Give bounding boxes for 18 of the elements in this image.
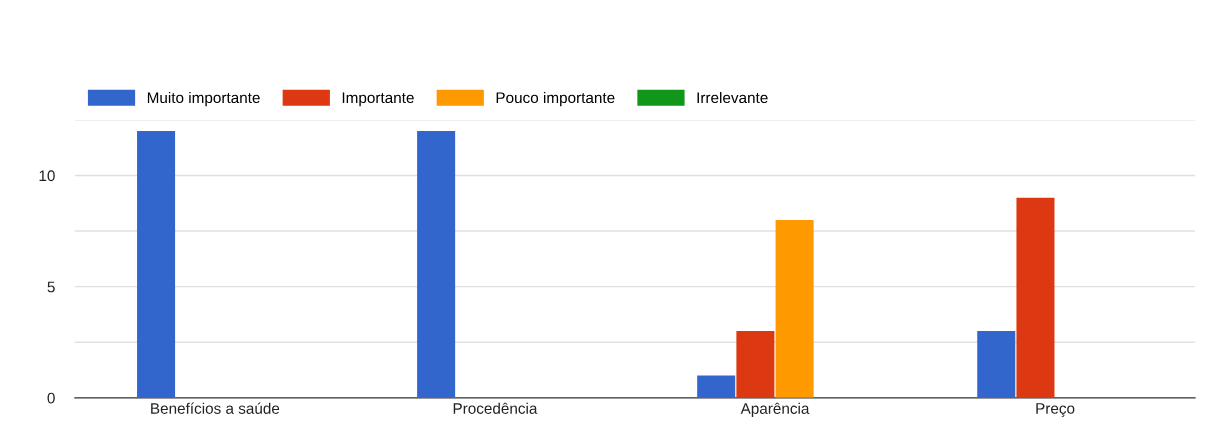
x-tick-label: Aparência [740,402,810,417]
y-tick-label: 0 [47,392,55,404]
x-tick-label: Benefícios a saúde [151,402,280,414]
bar [775,219,814,398]
y-tick-label: 5 [47,281,55,293]
bar [697,375,736,398]
y-tick-label: 10 [39,170,55,182]
legend-label: Muito importante [147,91,260,107]
legend-label: Importante [342,92,414,107]
bar [137,131,176,398]
bar [417,131,456,398]
x-tick-label: Procedência [453,402,538,414]
bar [736,331,775,398]
legend-label: Irrelevante [697,91,768,104]
bar [1016,197,1055,398]
x-tick-label: Preço [1036,403,1075,417]
bar [977,331,1016,398]
legend-label: Pouco importante [496,91,615,107]
